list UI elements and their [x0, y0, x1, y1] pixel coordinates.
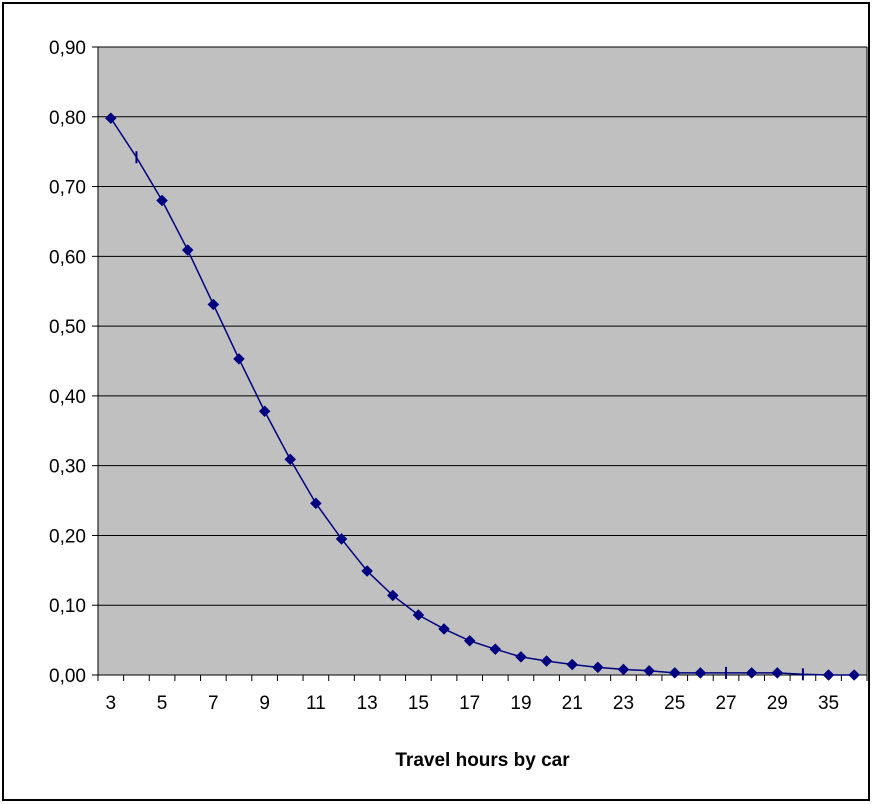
data-point: [643, 664, 655, 677]
y-tick-labels: 0,00 0,10 0,20 0,30 0,40 0,50 0,60 0,70 0,80 0,90: [49, 38, 86, 687]
x-tick-label: 35: [818, 693, 839, 714]
data-point: [848, 669, 861, 681]
x-tick-labels: 3 5 7 9 11 13 15 17 19 21 23 25 27 29 35: [106, 693, 840, 714]
x-tick-label: 29: [767, 693, 788, 714]
x-tick-label: 19: [510, 693, 531, 714]
x-tick-label: 3: [106, 693, 117, 714]
x-tick-label: 17: [459, 693, 480, 714]
data-point: [694, 667, 707, 679]
data-point: [438, 623, 450, 635]
y-tick-label: 0,40: [49, 387, 86, 408]
x-tick-label: 21: [562, 693, 583, 714]
y-tick-label: 0,80: [49, 108, 86, 129]
data-point: [310, 497, 322, 510]
x-tick-label: 7: [208, 693, 219, 714]
series-line: [110, 117, 855, 676]
data-point: [181, 244, 194, 256]
data-point: [386, 589, 399, 602]
data-point: [258, 405, 271, 418]
data-point: [335, 533, 348, 545]
y-tick-label: 0,50: [49, 317, 86, 338]
x-axis-title: Travel hours by car: [395, 750, 570, 771]
x-tick-label: 23: [613, 693, 634, 714]
data-point: [822, 669, 835, 681]
x-tick-label: 11: [306, 693, 326, 714]
data-point: [233, 353, 245, 365]
data-point: [771, 667, 784, 679]
data-point: [668, 667, 681, 679]
data-point: [745, 667, 758, 679]
y-tick-label: 0,10: [49, 596, 86, 617]
data-point: [591, 661, 604, 674]
x-tick-label: 9: [259, 693, 270, 714]
data-point: [463, 634, 476, 647]
data-point: [156, 194, 168, 207]
data-point: [284, 453, 297, 466]
x-tick-label: 5: [157, 693, 168, 714]
x-tick-label: 13: [357, 693, 378, 714]
y-tick-label: 0,90: [49, 38, 86, 59]
data-point: [540, 655, 553, 667]
plot-area: [98, 47, 867, 675]
x-tick-label: 25: [664, 693, 685, 714]
data-point: [207, 298, 220, 311]
y-tick-label: 0,00: [49, 666, 86, 687]
data-point: [515, 651, 527, 663]
data-point: [566, 658, 579, 671]
data-point: [104, 112, 117, 125]
data-point: [617, 663, 630, 676]
y-tick-label: 0,20: [49, 526, 86, 547]
y-tick-label: 0,60: [49, 247, 86, 268]
data-point: [412, 609, 425, 621]
x-tick-label: 27: [715, 693, 736, 714]
y-tick-label: 0,30: [49, 457, 86, 478]
data-point: [489, 643, 502, 656]
y-tick-label: 0,70: [49, 178, 86, 199]
axes: [92, 46, 868, 681]
series: [104, 112, 861, 681]
data-point: [361, 565, 374, 577]
x-tick-label: 15: [408, 693, 429, 714]
